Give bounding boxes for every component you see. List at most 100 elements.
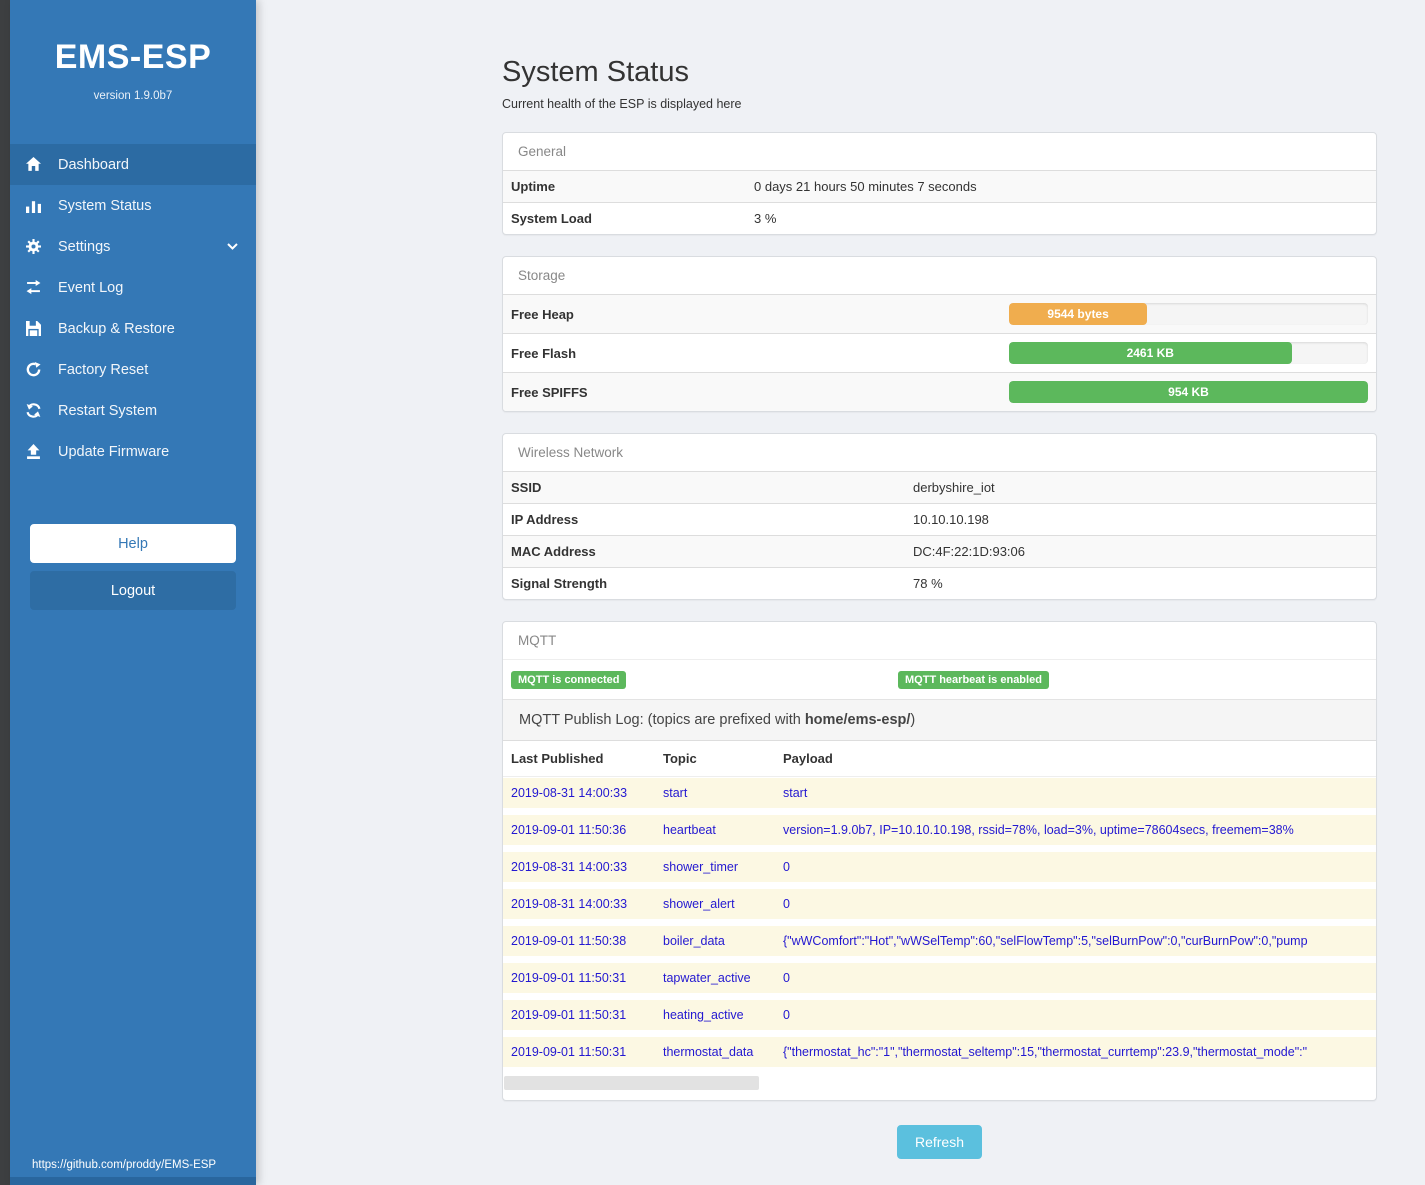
help-button[interactable]: Help (30, 524, 236, 563)
log-time: 2019-09-01 11:50:31 (511, 971, 627, 985)
table-row: 2019-09-01 11:50:31 thermostat_data {"th… (503, 1037, 1376, 1067)
sidebar-nav: Dashboard System Status Settings (10, 144, 256, 472)
page-title: System Status (502, 56, 689, 88)
sidebar: EMS-ESP version 1.9.0b7 Dashboard System… (10, 0, 256, 1185)
scrollbar-thumb[interactable] (504, 1076, 759, 1090)
progress-track: 954 KB (1009, 381, 1368, 403)
sidebar-item-label: Restart System (58, 402, 158, 419)
table-row: Uptime 0 days 21 hours 50 minutes 7 seco… (503, 170, 1376, 202)
log-time: 2019-09-01 11:50:38 (511, 934, 627, 948)
github-link[interactable]: https://github.com/proddy/EMS-ESP (32, 1159, 217, 1171)
gear-icon (22, 239, 44, 254)
progress-bar-free-spiffs: 954 KB (1009, 381, 1368, 403)
panel-wireless-title: Wireless Network (518, 445, 624, 460)
sidebar-item-label: Backup & Restore (58, 320, 175, 337)
window-edge (0, 0, 10, 1185)
column-header-payload: Payload (783, 751, 833, 766)
table-row: 2019-09-01 11:50:31 tapwater_active 0 (503, 963, 1376, 993)
table-row: IP Address 10.10.10.198 (503, 503, 1376, 535)
log-time: 2019-09-01 11:50:36 (511, 823, 627, 837)
table-row: MAC Address DC:4F:22:1D:93:06 (503, 535, 1376, 567)
log-payload: version=1.9.0b7, IP=10.10.10.198, rssid=… (783, 823, 1294, 837)
table-row: 2019-08-31 14:00:33 shower_alert 0 (503, 889, 1376, 919)
progress-bar-free-heap: 9544 bytes (1009, 303, 1148, 325)
page-subtitle: Current health of the ESP is displayed h… (502, 97, 742, 111)
app-title: EMS-ESP (54, 38, 212, 76)
sidebar-bottom-strip (10, 1177, 256, 1185)
progress-track: 2461 KB (1009, 342, 1368, 364)
logout-button[interactable]: Logout (30, 571, 236, 610)
table-row: 2019-09-01 11:50:36 heartbeat version=1.… (503, 815, 1376, 845)
mqtt-badges-row: MQTT is connected MQTT hearbeat is enabl… (503, 659, 1376, 699)
sidebar-item-factory-reset[interactable]: Factory Reset (10, 349, 256, 390)
mqtt-connected-badge: MQTT is connected (511, 671, 627, 689)
mqtt-log-table-header: Last Published Topic Payload (503, 741, 1376, 777)
row-value: 78 % (913, 576, 943, 591)
sidebar-item-dashboard[interactable]: Dashboard (10, 144, 256, 185)
chevron-down-icon (227, 243, 238, 250)
log-topic: thermostat_data (663, 1045, 754, 1059)
main-content: System Status Current health of the ESP … (256, 0, 1425, 1185)
sidebar-item-restart-system[interactable]: Restart System (10, 390, 256, 431)
log-time: 2019-09-01 11:50:31 (511, 1008, 627, 1022)
table-row: 2019-08-31 14:00:33 start start (503, 778, 1376, 808)
mqtt-heartbeat-badge: MQTT hearbeat is enabled (898, 670, 1049, 689)
table-row: System Load 3 % (503, 202, 1376, 234)
row-label: Signal Strength (511, 576, 608, 591)
table-row: Signal Strength 78 % (503, 567, 1376, 599)
panel-general: General Uptime 0 days 21 hours 50 minute… (502, 132, 1377, 235)
log-payload: start (783, 786, 808, 800)
mqtt-log-rows: 2019-08-31 14:00:33 start start 2019-09-… (503, 778, 1376, 1067)
sidebar-item-event-log[interactable]: Event Log (10, 267, 256, 308)
row-label: Uptime (511, 179, 556, 194)
panel-general-title: General (518, 144, 567, 159)
row-label: IP Address (511, 512, 579, 527)
panel-wireless: Wireless Network SSID derbyshire_iot IP … (502, 433, 1377, 600)
log-time: 2019-08-31 14:00:33 (511, 860, 628, 874)
row-value: DC:4F:22:1D:93:06 (913, 544, 1026, 559)
log-topic: shower_alert (663, 897, 735, 911)
sidebar-item-label: Dashboard (58, 156, 129, 173)
refresh-button[interactable]: Refresh (896, 1125, 983, 1159)
table-row: Free SPIFFS 954 KB (503, 372, 1376, 411)
rotate-icon (22, 362, 44, 377)
table-row: 2019-08-31 14:00:33 shower_timer 0 (503, 852, 1376, 882)
upload-icon (22, 444, 44, 459)
sidebar-item-system-status[interactable]: System Status (10, 185, 256, 226)
row-label: Free Flash (511, 345, 577, 361)
panel-storage: Storage Free Heap 9544 bytes Free Flash … (502, 256, 1377, 412)
log-topic: shower_timer (663, 860, 739, 874)
column-header-topic: Topic (663, 751, 697, 766)
row-value: 0 days 21 hours 50 minutes 7 seconds (754, 179, 977, 194)
progress-bar-free-flash: 2461 KB (1009, 342, 1292, 364)
row-value: derbyshire_iot (913, 480, 995, 495)
panel-storage-title: Storage (518, 268, 566, 283)
sidebar-item-backup-restore[interactable]: Backup & Restore (10, 308, 256, 349)
log-time: 2019-08-31 14:00:33 (511, 786, 628, 800)
floppy-save-icon (22, 321, 44, 336)
sidebar-buttons: Help Logout (30, 524, 236, 610)
log-topic: start (663, 786, 688, 800)
table-row: Free Heap 9544 bytes (503, 294, 1376, 333)
exchange-arrows-icon (22, 280, 44, 295)
chart-bars-icon (22, 198, 44, 213)
sidebar-item-update-firmware[interactable]: Update Firmware (10, 431, 256, 472)
log-payload: 0 (783, 971, 790, 985)
log-topic: tapwater_active (663, 971, 751, 985)
log-topic: heating_active (663, 1008, 744, 1022)
sidebar-item-label: Settings (58, 238, 111, 255)
log-topic: boiler_data (663, 934, 725, 948)
sidebar-item-settings[interactable]: Settings (10, 226, 256, 267)
mqtt-publish-log-header: MQTT Publish Log: (topics are prefixed w… (503, 699, 1376, 741)
row-label: System Load (511, 211, 592, 226)
sidebar-item-label: System Status (58, 197, 152, 214)
column-header-last-published: Last Published (511, 751, 604, 766)
log-payload: {"thermostat_hc":"1","thermostat_seltemp… (783, 1045, 1308, 1059)
log-time: 2019-08-31 14:00:33 (511, 897, 628, 911)
log-payload: 0 (783, 860, 790, 874)
log-payload: {"wWComfort":"Hot","wWSelTemp":60,"selFl… (783, 934, 1308, 948)
panel-mqtt-title: MQTT (518, 633, 557, 648)
home-icon (22, 157, 44, 172)
row-label: SSID (511, 480, 542, 495)
progress-track: 9544 bytes (1009, 303, 1368, 325)
